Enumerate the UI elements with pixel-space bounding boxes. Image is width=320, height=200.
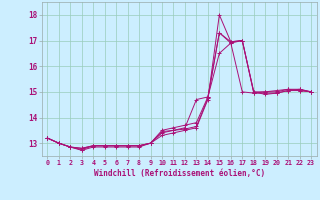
X-axis label: Windchill (Refroidissement éolien,°C): Windchill (Refroidissement éolien,°C) — [94, 169, 265, 178]
